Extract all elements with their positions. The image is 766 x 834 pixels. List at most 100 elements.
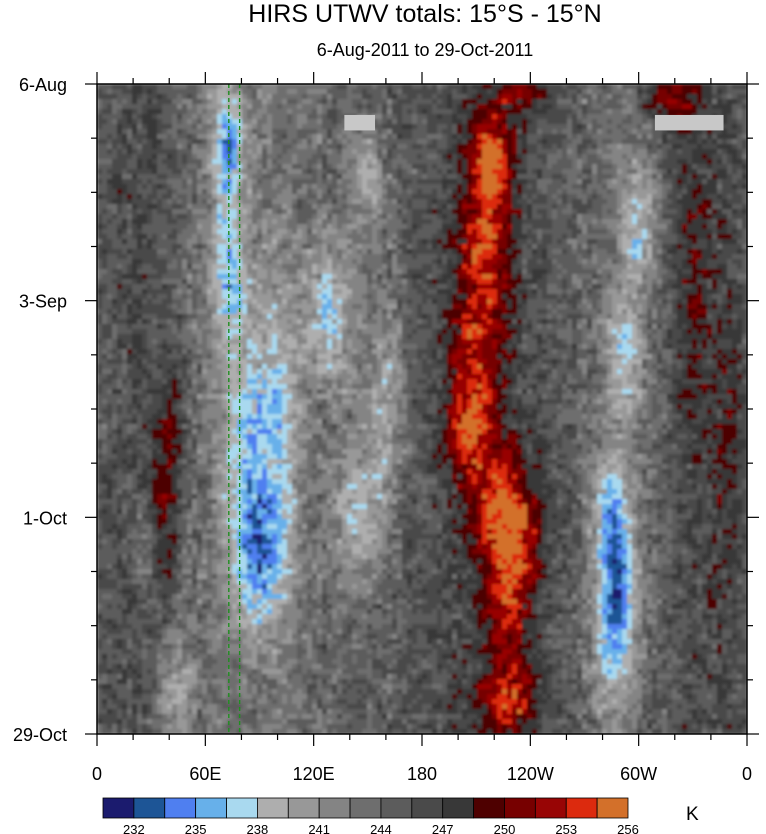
heatmap-cell	[672, 179, 678, 185]
heatmap-cell	[467, 134, 473, 140]
heatmap-cell	[252, 194, 258, 200]
heatmap-cell	[467, 99, 473, 105]
heatmap-cell	[682, 254, 688, 260]
heatmap-cell	[197, 219, 203, 225]
heatmap-cell	[557, 244, 563, 250]
heatmap-cell	[572, 234, 578, 240]
heatmap-cell	[612, 239, 618, 245]
heatmap-cell	[477, 194, 483, 200]
heatmap-cell	[317, 179, 323, 185]
heatmap-cell	[312, 224, 318, 230]
heatmap-cell	[647, 94, 653, 100]
heatmap-cell	[217, 219, 223, 225]
heatmap-cell	[142, 204, 148, 210]
heatmap-cell	[592, 229, 598, 235]
heatmap-cell	[332, 129, 338, 135]
heatmap-cell	[197, 229, 203, 235]
heatmap-cell	[227, 234, 233, 240]
heatmap-cell	[267, 219, 273, 225]
heatmap-cell	[187, 184, 193, 190]
heatmap-cell	[407, 164, 413, 170]
heatmap-cell	[242, 214, 248, 220]
heatmap-cell	[162, 99, 168, 105]
heatmap-cell	[502, 214, 508, 220]
heatmap-cell	[727, 94, 733, 100]
heatmap-cell	[132, 254, 138, 260]
heatmap-cell	[322, 89, 328, 95]
heatmap-cell	[227, 164, 233, 170]
heatmap-cell	[407, 249, 413, 255]
heatmap-cell	[387, 219, 393, 225]
heatmap-cell	[257, 254, 263, 260]
heatmap-cell	[242, 209, 248, 215]
heatmap-cell	[412, 204, 418, 210]
heatmap-cell	[742, 94, 747, 100]
heatmap-cell	[632, 124, 638, 130]
heatmap-cell	[287, 149, 293, 155]
heatmap-cell	[357, 269, 363, 275]
heatmap-cell	[477, 184, 483, 190]
heatmap-cell	[397, 94, 403, 100]
heatmap-cell	[382, 254, 388, 260]
heatmap-cell	[727, 84, 733, 90]
heatmap-cell	[287, 239, 293, 245]
heatmap-cell	[522, 104, 528, 110]
heatmap-cell	[507, 89, 513, 95]
heatmap-cell	[282, 134, 288, 140]
heatmap-cell	[322, 229, 328, 235]
heatmap-cell	[372, 259, 378, 265]
heatmap-cell	[722, 149, 728, 155]
heatmap-cell	[352, 99, 358, 105]
heatmap-cell	[542, 234, 548, 240]
heatmap-cell	[137, 264, 143, 270]
heatmap-cell	[312, 184, 318, 190]
heatmap-cell	[182, 244, 188, 250]
heatmap-cell	[352, 254, 358, 260]
heatmap-cell	[517, 94, 523, 100]
heatmap-cell	[327, 259, 333, 265]
heatmap-cell	[642, 134, 648, 140]
heatmap-cell	[177, 239, 183, 245]
heatmap-cell	[587, 239, 593, 245]
heatmap-cell	[647, 124, 653, 130]
heatmap-cell	[702, 249, 708, 255]
heatmap-cell	[387, 139, 393, 145]
heatmap-cell	[322, 149, 328, 155]
heatmap-cell	[602, 214, 608, 220]
heatmap-cell	[342, 144, 348, 150]
heatmap-cell	[402, 209, 408, 215]
heatmap-cell	[357, 179, 363, 185]
heatmap-cell	[507, 189, 513, 195]
heatmap-cell	[507, 254, 513, 260]
heatmap-cell	[672, 164, 678, 170]
heatmap-cell	[562, 204, 568, 210]
heatmap-cell	[327, 99, 333, 105]
heatmap-cell	[572, 174, 578, 180]
heatmap-cell	[457, 239, 463, 245]
heatmap-cell	[247, 104, 253, 110]
heatmap-cell	[187, 154, 193, 160]
heatmap-cell	[227, 249, 233, 255]
heatmap-cell	[472, 249, 478, 255]
heatmap-cell	[547, 84, 553, 90]
heatmap-cell	[117, 264, 123, 270]
heatmap-cell	[212, 89, 218, 95]
heatmap-cell	[157, 219, 163, 225]
heatmap-cell	[367, 109, 373, 115]
heatmap-cell	[167, 149, 173, 155]
heatmap-cell	[107, 109, 113, 115]
heatmap-cell	[447, 199, 453, 205]
heatmap-cell	[162, 274, 168, 280]
heatmap-cell	[137, 154, 143, 160]
heatmap-cell	[627, 154, 633, 160]
heatmap-cell	[547, 99, 553, 105]
heatmap-cell	[707, 104, 713, 110]
heatmap-cell	[617, 124, 623, 130]
heatmap-cell	[572, 199, 578, 205]
heatmap-cell	[267, 254, 273, 260]
heatmap-cell	[227, 199, 233, 205]
heatmap-cell	[102, 199, 108, 205]
heatmap-cell	[457, 184, 463, 190]
heatmap-cell	[652, 249, 658, 255]
heatmap-cell	[202, 199, 208, 205]
